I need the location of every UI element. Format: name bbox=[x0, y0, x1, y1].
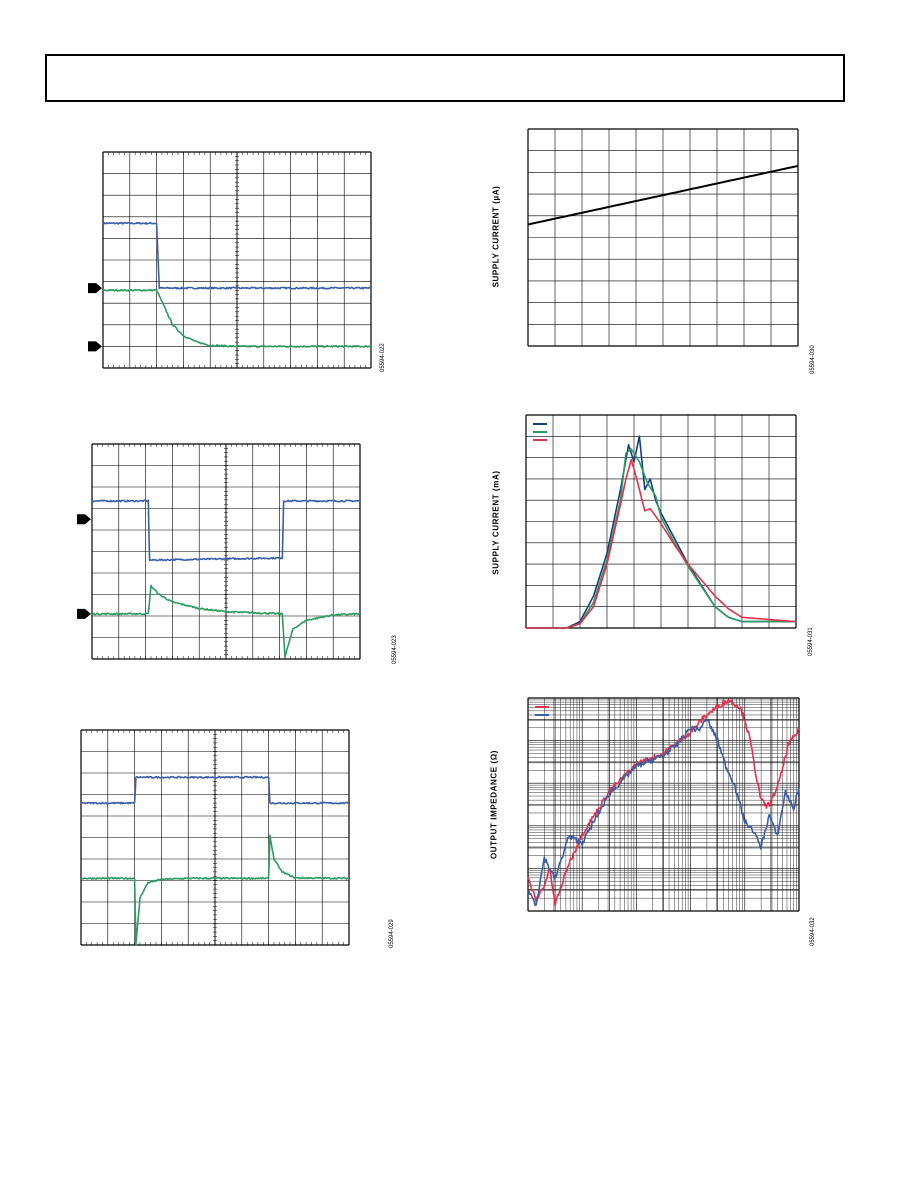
supply-current-ma-chart bbox=[525, 414, 797, 629]
scope-plot-1-svg bbox=[88, 151, 372, 369]
figure-id-4: 05594-030 bbox=[810, 345, 816, 374]
series-line-2 bbox=[91, 584, 361, 659]
ground-marker-1 bbox=[77, 514, 91, 525]
grid bbox=[525, 414, 797, 629]
figure-id-5: 05594-031 bbox=[808, 627, 814, 656]
output-impedance-chart bbox=[527, 697, 800, 912]
supply-current-ma-svg bbox=[525, 414, 797, 629]
series-line-2 bbox=[102, 288, 372, 348]
ground-marker-1 bbox=[88, 283, 102, 294]
figure-id-6: 05594-032 bbox=[810, 917, 816, 946]
grid bbox=[91, 443, 361, 660]
supply-current-ua-ylabel: SUPPLY CURRENT (µA) bbox=[491, 185, 501, 288]
series-line-1 bbox=[527, 164, 799, 226]
output-impedance-svg bbox=[527, 697, 800, 912]
series-line-1 bbox=[527, 698, 800, 907]
figure-id-2: 05594-023 bbox=[392, 635, 398, 664]
scope-plot-3-svg bbox=[80, 729, 350, 946]
output-impedance-ylabel: OUTPUT IMPEDANCE (Ω) bbox=[489, 749, 499, 860]
grid bbox=[102, 151, 372, 369]
scope-plot-2-svg bbox=[77, 443, 361, 660]
supply-current-ua-chart bbox=[527, 128, 799, 347]
ground-marker-2 bbox=[88, 341, 102, 352]
scope-plot-3 bbox=[80, 729, 350, 946]
scope-plot-2 bbox=[77, 443, 361, 660]
series-line-2 bbox=[80, 834, 350, 946]
series-line-2 bbox=[527, 718, 800, 907]
supply-current-ua-svg bbox=[527, 128, 799, 347]
grid bbox=[527, 128, 799, 347]
series-line-1 bbox=[80, 775, 350, 805]
scope-plot-1 bbox=[88, 151, 372, 369]
figure-id-1: 05594-022 bbox=[380, 343, 386, 372]
series-line-3 bbox=[526, 458, 797, 629]
page-header-box bbox=[45, 54, 845, 102]
grid bbox=[527, 697, 800, 912]
grid bbox=[80, 729, 350, 946]
series-line-1 bbox=[91, 499, 360, 562]
series-line-1 bbox=[102, 221, 372, 290]
supply-current-ma-ylabel: SUPPLY CURRENT (mA) bbox=[491, 470, 501, 575]
ground-marker-2 bbox=[77, 608, 91, 619]
figure-id-3: 05594-029 bbox=[389, 919, 395, 948]
